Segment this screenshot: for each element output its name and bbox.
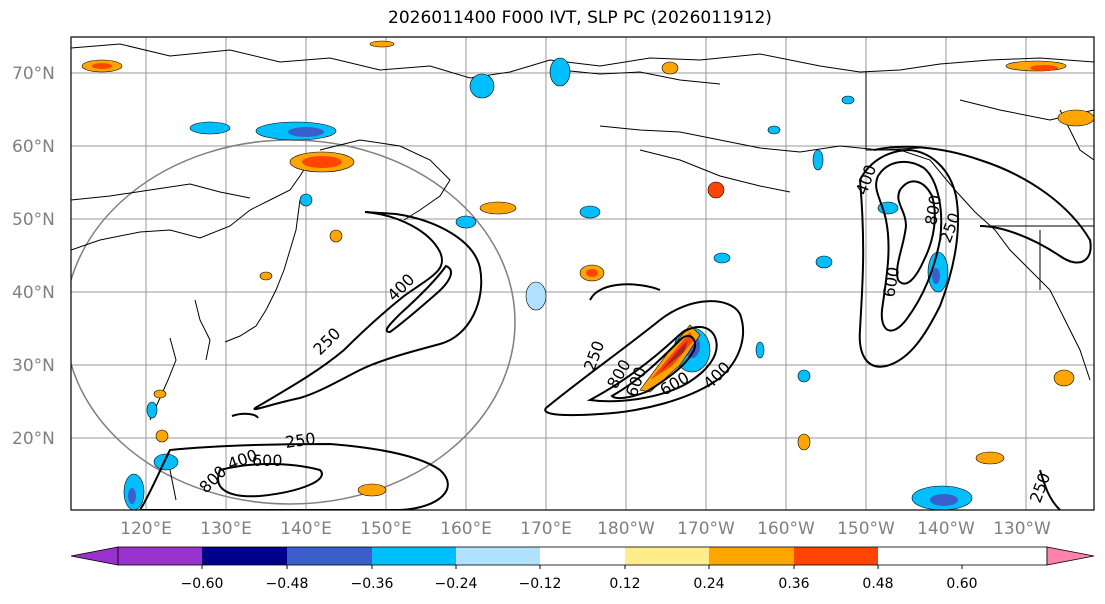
colorbar-extend-low [70, 546, 119, 566]
lon-tick-label: 140°W [917, 519, 975, 539]
map-frame [70, 36, 1095, 511]
contour-label: 600 [252, 451, 283, 470]
lon-tick-label: 130°E [200, 519, 252, 539]
lat-tick-labels: 70°N 60°N 50°N 40°N 30°N 20°N [12, 64, 55, 449]
lon-tick-label: 120°E [120, 519, 172, 539]
colorbar-segment [625, 547, 709, 565]
ivt-fill [81, 40, 1094, 510]
colorbar-segment [709, 547, 794, 565]
lat-tick-label: 50°N [12, 210, 55, 230]
lat-tick-label: 60°N [12, 137, 55, 157]
colorbar-segment [372, 547, 456, 565]
colorbar-segment [287, 547, 372, 565]
lon-tick-label: 170°W [677, 519, 735, 539]
colorbar-tick-label: 0.36 [778, 576, 809, 592]
lon-tick-labels: 120°E 130°E 140°E 150°E 160°E 170°E 180°… [120, 519, 1051, 539]
lon-tick-label: 150°W [837, 519, 895, 539]
colorbar-tick-label: −0.36 [351, 576, 394, 592]
lat-tick-label: 20°N [12, 429, 55, 449]
colorbar-segment [540, 547, 625, 565]
lon-tick-label: 150°E [360, 519, 412, 539]
colorbar-segment [118, 547, 202, 565]
gridlines [71, 37, 1094, 510]
colorbar-segment [202, 547, 287, 565]
colorbar-extend-high [1046, 546, 1095, 566]
lat-tick-label: 40°N [12, 283, 55, 303]
lon-tick-label: 130°W [993, 519, 1051, 539]
colorbar-tick-label: 0.24 [693, 576, 724, 592]
lat-tick-label: 70°N [12, 64, 55, 84]
colorbar: −0.60 −0.48 −0.36 −0.24 −0.12 0.12 0.24 … [70, 546, 1095, 592]
colorbar-tick-label: −0.24 [435, 576, 478, 592]
chart-title: 2026011400 F000 IVT, SLP PC (2026011912) [388, 8, 772, 28]
lon-tick-label: 160°W [757, 519, 815, 539]
colorbar-tick-label: 0.12 [609, 576, 640, 592]
colorbar-tick-label: −0.12 [519, 576, 562, 592]
lon-tick-label: 180°W [597, 519, 655, 539]
colorbar-tick-label: 0.60 [946, 576, 977, 592]
slp-contours [138, 145, 1092, 510]
colorbar-segment [456, 547, 540, 565]
lon-tick-label: 140°E [280, 519, 332, 539]
lon-tick-label: 170°E [520, 519, 572, 539]
lat-tick-label: 30°N [12, 356, 55, 376]
contour-label: 250 [284, 429, 317, 452]
colorbar-segment [794, 547, 878, 565]
lon-tick-label: 160°E [440, 519, 492, 539]
colorbar-tick-label: −0.48 [266, 576, 309, 592]
contour-labels: 250 400 250 400 600 800 250 600 400 600 … [195, 162, 1054, 505]
colorbar-tick-label: −0.60 [181, 576, 224, 592]
colorbar-tick-label: 0.48 [862, 576, 893, 592]
